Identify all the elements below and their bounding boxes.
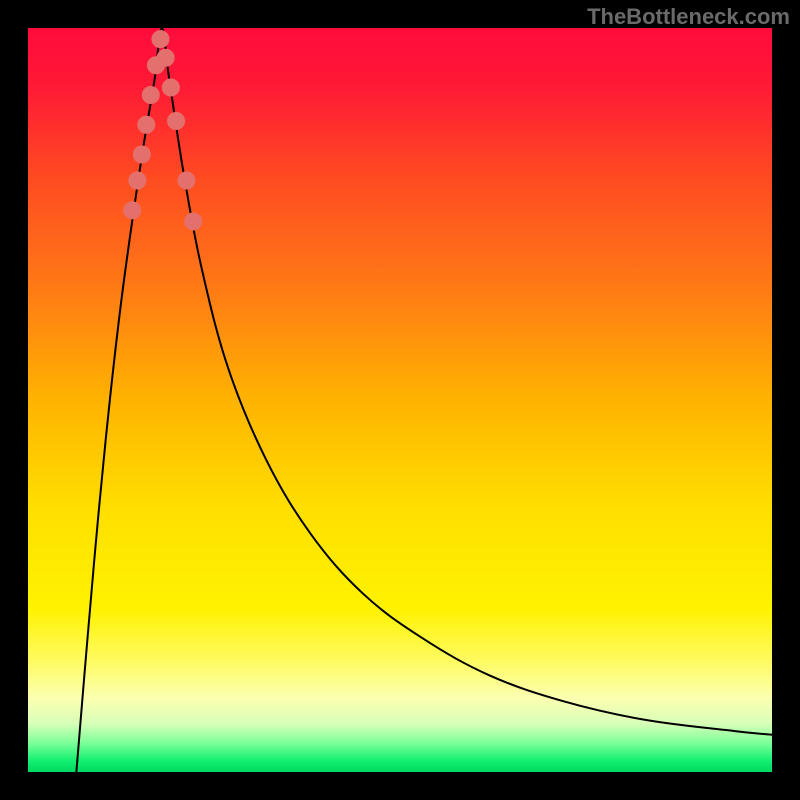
- data-marker: [129, 172, 146, 189]
- data-marker: [185, 213, 202, 230]
- data-marker: [178, 172, 195, 189]
- data-marker: [157, 49, 174, 66]
- data-marker: [168, 113, 185, 130]
- data-marker: [124, 202, 141, 219]
- bottleneck-chart: [0, 0, 800, 800]
- data-marker: [138, 116, 155, 133]
- chart-container: TheBottleneck.com: [0, 0, 800, 800]
- data-marker: [152, 31, 169, 48]
- data-marker: [162, 79, 179, 96]
- watermark-text: TheBottleneck.com: [587, 4, 790, 30]
- data-marker: [142, 86, 159, 103]
- data-marker: [133, 146, 150, 163]
